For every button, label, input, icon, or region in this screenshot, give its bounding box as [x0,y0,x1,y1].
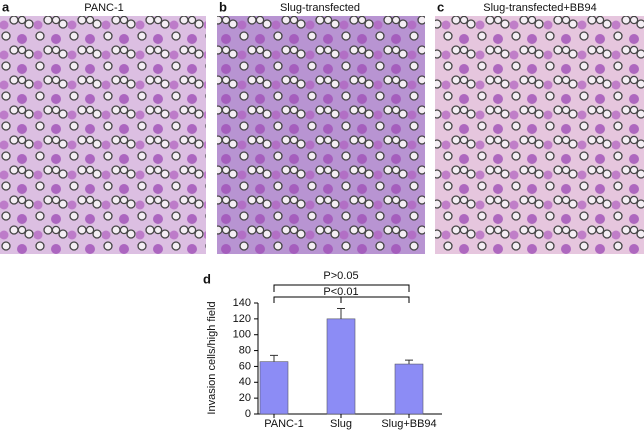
annotation: P>0.05 [323,270,358,282]
bracket [273,284,410,292]
y-tick-label: 120 [233,313,251,325]
panel-label: a [2,0,10,14]
panel-title: Slug-transfected+BB94 [483,2,596,14]
error-bar [337,308,345,319]
bar [326,318,356,415]
x-tick-label: Slug+BB94 [381,418,436,430]
annotation: P<0.01 [323,286,358,298]
panel-title: Slug-transfected [280,2,360,14]
panel-label: d [203,271,211,286]
panel-label: c [437,0,444,14]
bracket [273,296,410,303]
y-tick-label: 0 [245,408,251,420]
bar [259,361,289,415]
y-tick-label: 60 [239,360,251,372]
y-tick-label: 140 [233,297,251,309]
error-bar [405,359,413,365]
y-tick-label: 40 [239,376,251,388]
micrograph-a [0,16,206,254]
panel-label: b [219,0,227,14]
y-tick-label: 20 [239,392,251,404]
micrograph-b [217,16,425,254]
x-tick-label: PANC-1 [264,418,304,430]
y-tick-label: 80 [239,344,251,356]
micrograph-c [435,16,644,254]
y-axis-label: Invasion cells/high field [206,301,218,414]
panel-title: PANC-1 [84,2,124,14]
bar [394,363,424,415]
error-bar [270,354,278,362]
y-tick-label: 100 [233,329,251,341]
x-tick-label: Slug [330,418,352,430]
